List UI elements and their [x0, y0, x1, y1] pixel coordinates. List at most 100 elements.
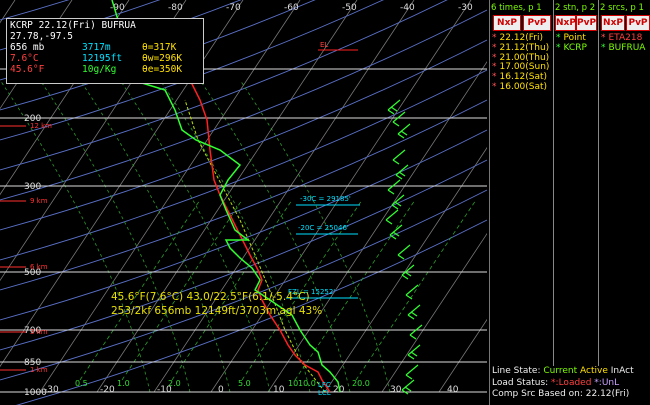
- cursor-readout: 45.6°F(7.6°C) 43.0/22.5°F(6.1/-5.4°C) 25…: [111, 290, 322, 318]
- pressure-label: 500: [24, 268, 41, 278]
- list-item[interactable]: * BUFRUA: [601, 42, 646, 53]
- sources-header: 2 srcs, p 1: [600, 3, 644, 13]
- status-bar: Line State: Current Active InAct Load St…: [492, 366, 650, 401]
- info-latlon: 27.78,-97.5: [10, 31, 73, 42]
- list-item[interactable]: * KCRP: [556, 42, 587, 53]
- mix-label: 0.5: [75, 379, 88, 388]
- temp-tick: -20: [100, 385, 115, 395]
- temp-tick: -70: [226, 3, 241, 13]
- comp-src-value: 22.12(Fri): [585, 389, 630, 399]
- info-temp-c: 7.6°C: [10, 53, 39, 64]
- load-status-row: Load Status: *:Loaded *:UnL: [492, 378, 650, 390]
- temp-tick: 10: [273, 385, 285, 395]
- line-state-active: Active: [580, 366, 608, 376]
- stations-list: * Point * KCRP: [556, 33, 587, 54]
- sources-next-page-button[interactable]: NxP: [601, 15, 625, 31]
- mix-label: 10: [288, 379, 298, 388]
- level-markers: EL -30C = 29185' -20C = 25046' FZL = 152…: [286, 41, 360, 397]
- load-status-unloaded: *:UnL: [594, 377, 620, 388]
- info-theta-w: θw=296K: [142, 53, 183, 64]
- pressure-label: 700: [24, 326, 41, 336]
- line-state-label: Line State:: [492, 366, 541, 376]
- times-column: 6 times, p 1 NxP PvP * 22.12(Fri) * 21.12(…: [490, 0, 554, 366]
- temp-tick: -60: [284, 3, 299, 13]
- temp-tick: -30: [458, 3, 473, 13]
- sources-list: * ETA218 * BUFRUA: [601, 33, 646, 54]
- stations-next-page-button[interactable]: NxP: [555, 15, 576, 31]
- el-label: EL: [320, 41, 328, 49]
- info-pressure: 656 mb: [10, 42, 45, 53]
- info-height-m: 3717m: [82, 42, 111, 53]
- fzl-label: FZL = 15252': [288, 288, 335, 296]
- temp-tick: 40: [447, 385, 459, 395]
- info-theta: θ=317K: [142, 42, 177, 53]
- moist-adiabat-lines: [0, 79, 391, 393]
- mix-label: 5.0: [238, 379, 251, 388]
- height-labels: 12 km 9 km 6 km 3 km 1 km: [0, 122, 52, 374]
- info-theta-e: θe=350K: [142, 64, 183, 75]
- mixing-ratio-labels: 0.5 1.0 2.0 5.0 10 10.0 20.0: [75, 379, 370, 388]
- times-next-page-button[interactable]: NxP: [493, 15, 521, 31]
- pressure-label: 300: [24, 182, 41, 192]
- stations-header: 2 stn, p 2: [555, 3, 596, 13]
- list-item[interactable]: * ETA218: [601, 33, 643, 43]
- sources-prev-page-button[interactable]: PvP: [626, 15, 650, 31]
- mix-label: 1.0: [117, 379, 130, 388]
- list-item[interactable]: * 22.12(Fri): [492, 33, 544, 43]
- times-prev-page-button[interactable]: PvP: [523, 15, 551, 31]
- info-height-ft: 12195ft: [82, 53, 123, 64]
- info-title: KCRP 22.12(Fri) BUFRUA: [10, 20, 136, 31]
- info-mixing: 10g/Kg: [82, 64, 117, 75]
- height-label: 6 km: [30, 263, 48, 271]
- height-label: 12 km: [30, 122, 52, 130]
- readout-line-1: 45.6°F(7.6°C) 43.0/22.5°F(6.1/-5.4°C): [111, 291, 310, 303]
- minus20-label: -20C = 25046': [298, 224, 349, 232]
- sources-column: 2 srcs, p 1 NxP PvP * ETA218 * BUFRUA: [599, 0, 650, 366]
- stations-column: 2 stn, p 2 NxP PvP * Point * KCRP: [554, 0, 599, 366]
- temp-tick: -10: [157, 385, 172, 395]
- mix-label: 20.0: [352, 379, 370, 388]
- lfc-label: LFC: [318, 381, 331, 389]
- temp-tick: -50: [342, 3, 357, 13]
- readout-line-2: 253/2kf 656mb 12149ft/3703m agl 43%: [111, 305, 323, 317]
- height-label: 9 km: [30, 197, 48, 205]
- comp-src-label: Comp Src Based on:: [492, 389, 583, 399]
- temp-tick-labels-top: -90 -80 -70 -60 -50 -40 -30: [110, 3, 473, 13]
- comp-src-row: Comp Src Based on: 22.12(Fri): [492, 389, 650, 401]
- pressure-label: 200: [24, 114, 41, 124]
- temp-tick: -30: [44, 385, 59, 395]
- mix-label: 2.0: [168, 379, 181, 388]
- pressure-label: 1000: [24, 388, 47, 398]
- list-item[interactable]: * 16.00(Sat): [492, 81, 548, 92]
- times-list: * 22.12(Fri) * 21.12(Thu) * 21.00(Thu) * 17.…: [492, 33, 550, 93]
- list-item[interactable]: * 21.12(Thu): [492, 42, 550, 53]
- temp-tick: 0: [218, 385, 224, 395]
- side-panel: 6 times, p 1 NxP PvP * 22.12(Fri) * 21.12(…: [489, 0, 650, 405]
- line-state-inactive: InAct: [610, 366, 634, 376]
- load-status-loaded: *:Loaded: [551, 377, 592, 388]
- height-label: 3 km: [30, 328, 48, 336]
- dewpoint-trace: [111, 0, 341, 393]
- line-state-current: Current: [543, 366, 578, 376]
- minus30-label: -30C = 29185': [300, 195, 351, 203]
- temperature-trace: [149, 19, 331, 393]
- pressure-label: 850: [24, 358, 41, 368]
- parcel-trace: [184, 99, 326, 393]
- temp-tick: -90: [110, 3, 125, 13]
- load-status-label: Load Status:: [492, 377, 549, 388]
- list-item[interactable]: * 16.12(Sat): [492, 72, 548, 83]
- times-header: 6 times, p 1: [491, 3, 542, 13]
- lcl-label: LCL: [318, 389, 331, 397]
- temp-tick: 30: [390, 385, 402, 395]
- list-item[interactable]: * 17.00(Sun): [492, 62, 550, 73]
- pressure-labels: 200 300 500 700 850 1000: [24, 114, 47, 398]
- mix-label: 10.0: [298, 379, 316, 388]
- list-item[interactable]: * Point: [556, 33, 586, 43]
- height-label: 1 km: [30, 366, 48, 374]
- stations-prev-page-button[interactable]: PvP: [576, 15, 597, 31]
- wind-barbs: [385, 99, 423, 395]
- info-temp-f: 45.6°F: [10, 64, 45, 75]
- temp-tick: -80: [168, 3, 183, 13]
- cursor-info-box: KCRP 22.12(Fri) BUFRUA 27.78,-97.5 656 m…: [6, 18, 204, 84]
- list-item[interactable]: * 21.00(Thu): [492, 52, 550, 63]
